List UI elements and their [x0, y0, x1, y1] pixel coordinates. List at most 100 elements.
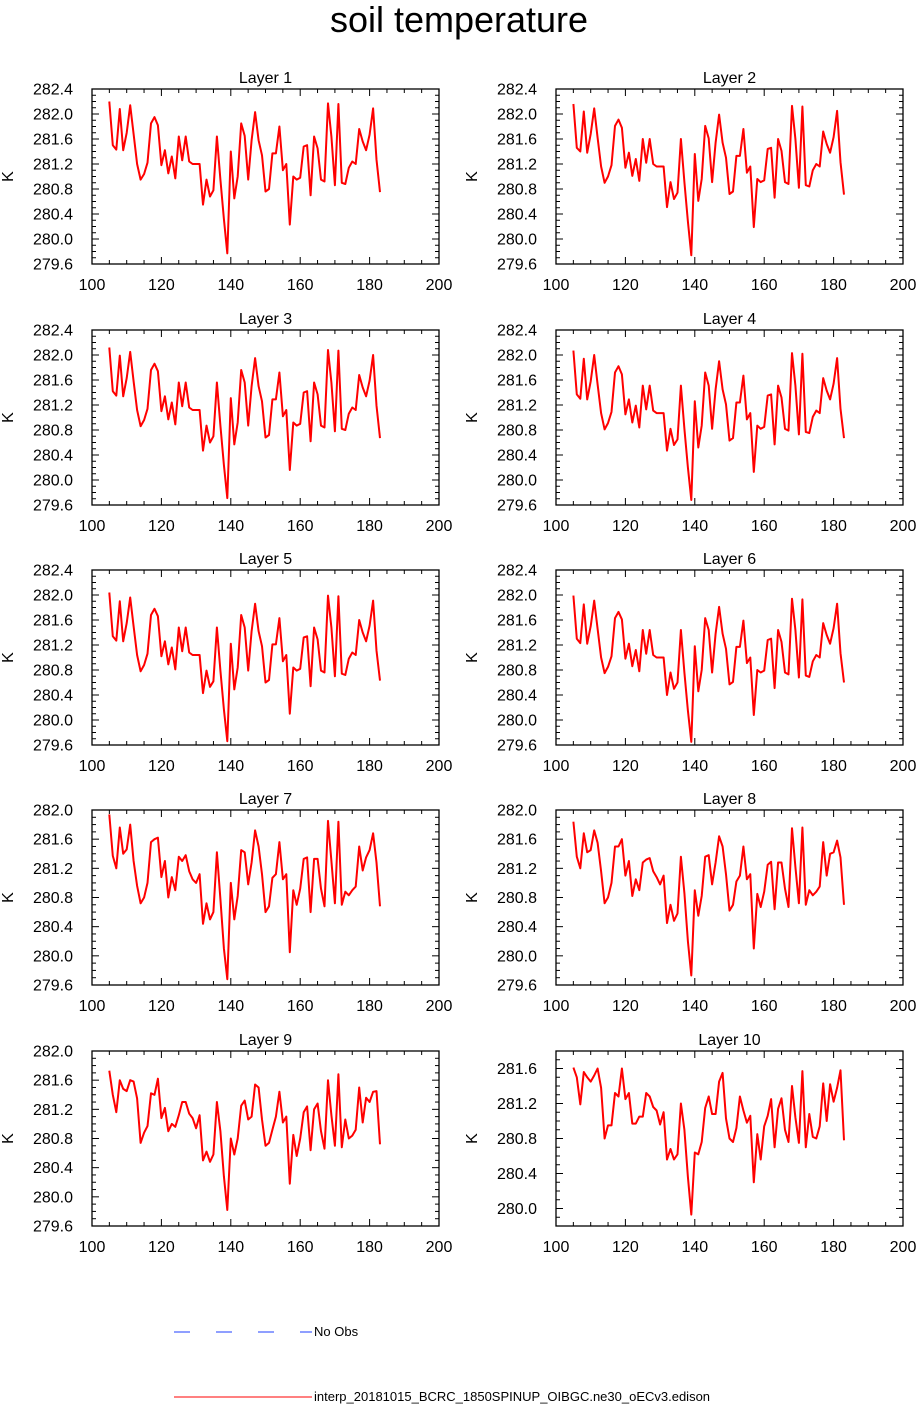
legend-swatch-dashed [174, 1331, 312, 1333]
data-line [108, 101, 381, 255]
legend-swatch-solid [174, 1396, 312, 1398]
x-tick-label: 140 [217, 277, 244, 294]
y-axis-label: K [0, 171, 17, 182]
y-tick-label: 282.0 [497, 803, 537, 820]
y-tick-label: 279.6 [497, 978, 537, 995]
y-tick-label: 279.6 [33, 978, 73, 995]
panel-title: Layer 2 [703, 70, 756, 87]
data-line [108, 347, 381, 500]
panel-title: Layer 7 [239, 791, 292, 808]
x-tick-label: 140 [681, 1239, 708, 1256]
x-tick-label: 200 [890, 518, 917, 535]
y-tick-label: 281.6 [497, 132, 537, 149]
y-tick-label: 281.2 [497, 861, 537, 878]
y-tick-label: 280.0 [33, 1189, 73, 1206]
x-tick-label: 180 [356, 1239, 383, 1256]
y-tick-label: 280.4 [497, 1166, 537, 1183]
x-tick-label: 160 [287, 1239, 314, 1256]
y-tick-label: 280.8 [33, 890, 73, 907]
x-tick-label: 180 [820, 277, 847, 294]
data-line [108, 1070, 381, 1211]
y-axis-label: K [464, 171, 481, 182]
figure-title: soil temperature [329, 0, 589, 40]
x-tick-label: 140 [681, 277, 708, 294]
x-tick-label: 160 [751, 1239, 778, 1256]
y-tick-label: 280.4 [33, 688, 73, 705]
y-tick-label: 282.0 [33, 803, 73, 820]
plot-frame [91, 569, 440, 746]
y-tick-label: 282.0 [497, 588, 537, 605]
y-tick-label: 279.6 [33, 257, 73, 274]
y-tick-label: 279.6 [33, 1219, 73, 1236]
y-axis-label: K [464, 1133, 481, 1144]
y-axis-label: K [464, 652, 481, 663]
y-tick-label: 280.8 [33, 182, 73, 199]
y-tick-label: 282.4 [497, 82, 537, 99]
y-tick-label: 282.0 [497, 107, 537, 124]
y-tick-label: 280.4 [497, 207, 537, 224]
panel-title: Layer 4 [703, 311, 756, 328]
panel-layer-7: Layer 7 K 100 120 140 160 180 200 279.6 280.0 280.… [0, 791, 452, 1015]
y-tick-label: 280.8 [33, 423, 73, 440]
y-tick-label: 280.0 [497, 1201, 537, 1218]
x-tick-label: 200 [890, 998, 917, 1015]
x-tick-label: 180 [356, 998, 383, 1015]
y-tick-label: 280.4 [497, 448, 537, 465]
y-tick-label: 280.8 [497, 663, 537, 680]
y-tick-label: 280.4 [33, 448, 73, 465]
x-tick-label: 180 [820, 998, 847, 1015]
panel-layer-2: Layer 2 K 100 120 140 160 180 200 279.6 280.0 280.… [464, 70, 916, 294]
y-tick-label: 280.8 [497, 1131, 537, 1148]
y-tick-label: 280.0 [33, 713, 73, 730]
y-tick-label: 281.6 [33, 613, 73, 630]
y-tick-label: 282.4 [497, 323, 537, 340]
data-line [572, 821, 845, 977]
y-tick-label: 282.0 [497, 348, 537, 365]
y-tick-label: 280.8 [33, 1131, 73, 1148]
y-tick-label: 280.0 [497, 713, 537, 730]
y-tick-label: 281.6 [497, 832, 537, 849]
y-tick-label: 281.2 [497, 398, 537, 415]
y-tick-label: 280.8 [497, 182, 537, 199]
y-tick-label: 279.6 [33, 738, 73, 755]
y-tick-label: 281.2 [33, 861, 73, 878]
x-tick-label: 200 [426, 758, 453, 775]
x-tick-label: 160 [751, 518, 778, 535]
x-tick-label: 160 [287, 758, 314, 775]
y-tick-label: 279.6 [33, 498, 73, 515]
panel-layer-1: Layer 1 K 100 120 140 160 180 200 279.6 280.0 280.… [0, 70, 452, 294]
x-tick-label: 120 [612, 518, 639, 535]
x-tick-label: 120 [612, 277, 639, 294]
x-tick-label: 100 [543, 518, 570, 535]
y-tick-label: 282.0 [33, 107, 73, 124]
x-tick-label: 100 [543, 758, 570, 775]
x-tick-label: 100 [543, 998, 570, 1015]
x-tick-label: 180 [820, 758, 847, 775]
y-tick-label: 281.6 [497, 373, 537, 390]
y-tick-label: 281.6 [33, 832, 73, 849]
panel-layer-6: Layer 6 K 100 120 140 160 180 200 279.6 280.0 280.… [464, 551, 916, 775]
y-tick-label: 279.6 [497, 257, 537, 274]
panel-layer-8: Layer 8 K 100 120 140 160 180 200 279.6 280.0 280.… [464, 791, 916, 1015]
panel-title: Layer 1 [239, 70, 292, 87]
panel-layer-4: Layer 4 K 100 120 140 160 180 200 279.6 280.0 280.… [464, 311, 916, 535]
x-tick-label: 200 [890, 277, 917, 294]
x-tick-label: 200 [890, 758, 917, 775]
x-tick-label: 100 [79, 518, 106, 535]
x-tick-label: 100 [79, 998, 106, 1015]
plot-frame [555, 329, 904, 506]
y-tick-label: 280.4 [33, 919, 73, 936]
x-tick-label: 120 [612, 758, 639, 775]
panel-layer-9: Layer 9 K 100 120 140 160 180 200 279.6 280.0 280.… [0, 1032, 452, 1256]
y-tick-label: 280.8 [497, 890, 537, 907]
y-axis-label: K [0, 412, 17, 423]
x-tick-label: 140 [217, 998, 244, 1015]
x-tick-label: 140 [217, 758, 244, 775]
y-tick-label: 282.4 [33, 563, 73, 580]
panel-title: Layer 10 [698, 1032, 760, 1049]
x-tick-label: 180 [820, 518, 847, 535]
y-tick-label: 280.0 [33, 948, 73, 965]
x-tick-label: 120 [148, 998, 175, 1015]
y-tick-label: 281.2 [497, 157, 537, 174]
